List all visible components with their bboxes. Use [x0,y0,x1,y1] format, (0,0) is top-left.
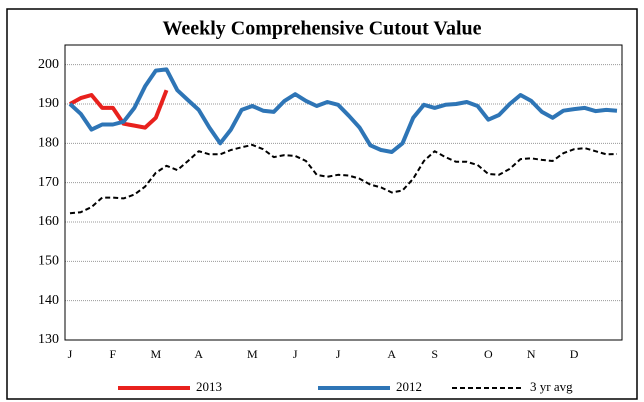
legend-label: 2013 [196,379,222,394]
y-tick-label: 160 [38,214,59,229]
x-tick-label: J [293,347,298,361]
series-line [69,89,169,130]
chart-frame [6,8,638,400]
x-tick-label: M [150,347,161,361]
x-tick-label: A [387,347,396,361]
y-tick-label: 180 [38,136,59,151]
y-tick-label: 200 [38,57,59,72]
x-tick-label: S [431,347,438,361]
x-tick-label: J [336,347,341,361]
y-tick-label: 150 [38,254,59,269]
chart-title: Weekly Comprehensive Cutout Value [162,18,481,40]
x-tick-label: N [527,347,536,361]
y-tick-label: 140 [38,293,59,308]
x-tick-label: J [68,347,73,361]
legend-label: 3 yr avg [530,379,573,394]
plot-frame [64,44,623,341]
series-line [68,67,618,154]
y-tick-label: 130 [38,332,59,347]
x-tick-label: O [484,347,493,361]
y-tick-label: 170 [38,175,59,190]
x-tick-label: M [247,347,258,361]
y-tick-label: 190 [38,96,59,111]
x-tick-label: A [194,347,203,361]
x-tick-label: D [570,347,579,361]
series-line [69,143,618,215]
x-tick-label: F [110,347,117,361]
legend-label: 2012 [396,379,422,394]
